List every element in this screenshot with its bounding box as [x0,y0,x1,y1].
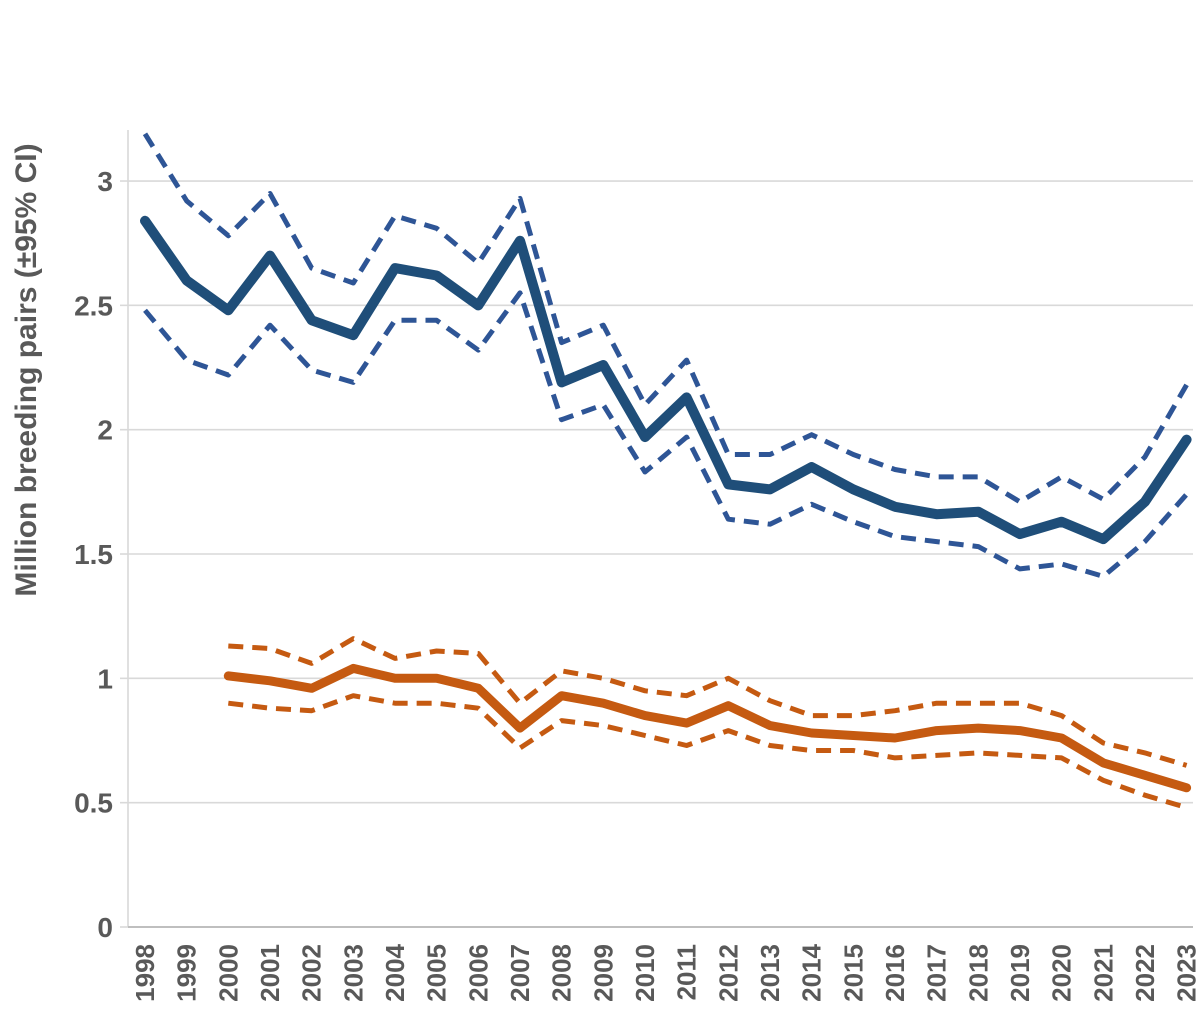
x-tick-label-2017: 2017 [922,944,952,1002]
x-tick-label-2002: 2002 [297,944,327,1002]
series-line-upper-series-lower-95ci [143,290,1189,579]
y-tick-label: 0 [97,912,113,943]
y-tick-label: 3 [97,166,113,197]
x-tick-label-2007: 2007 [505,944,535,1002]
x-tick-label-2009: 2009 [588,944,618,1002]
x-tick-label-1998: 1998 [130,944,160,1002]
series-line-upper-series-upper-95ci [142,132,1189,505]
x-tick-label-2003: 2003 [338,944,368,1002]
x-tick-label-2023: 2023 [1172,944,1200,1002]
y-tick-label: 2.5 [74,290,113,321]
x-tick-label-2010: 2010 [630,944,660,1002]
x-tick-label-2001: 2001 [255,944,285,1002]
y-axis-title: Million breeding pairs (±95% CI) [10,143,43,596]
x-tick-label-2008: 2008 [547,944,577,1002]
x-tick-label-2021: 2021 [1088,944,1118,1002]
x-tick-label-2016: 2016 [880,944,910,1002]
x-tick-label-2005: 2005 [422,944,452,1002]
series-line-upper-series-estimate [140,215,1192,545]
y-tick-label: 1 [97,663,113,694]
x-tick-label-2012: 2012 [713,944,743,1002]
y-tick-label: 1.5 [74,539,113,570]
x-tick-label-2004: 2004 [380,943,410,1001]
x-tick-label-2014: 2014 [797,943,827,1001]
series-line-lower-series-upper-95ci [228,636,1188,768]
series-line-lower-series-estimate [223,663,1192,793]
x-tick-label-1999: 1999 [172,944,202,1002]
x-tick-label-2018: 2018 [963,944,993,1002]
x-tick-label-2000: 2000 [213,944,243,1002]
x-tick-label-2013: 2013 [755,944,785,1002]
y-tick-label: 0.5 [74,788,113,819]
series-line-lower-series-lower-95ci [228,693,1188,810]
y-tick-label: 2 [97,415,113,446]
x-tick-label-2019: 2019 [1005,944,1035,1002]
x-tick-label-2011: 2011 [672,944,702,1000]
x-tick-label-2020: 2020 [1047,944,1077,1002]
x-tick-label-2022: 2022 [1130,944,1160,1002]
x-tick-label-2015: 2015 [838,944,868,1002]
x-tick-label-2006: 2006 [463,944,493,1002]
